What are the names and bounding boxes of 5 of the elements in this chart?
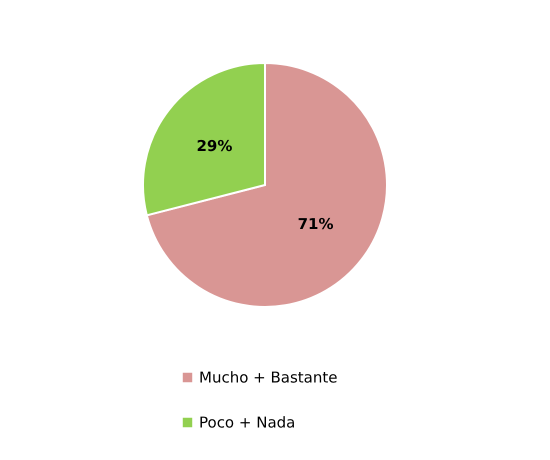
legend-label: Mucho + Bastante	[199, 368, 338, 386]
data-label: 71%	[298, 215, 334, 234]
pie-slice	[146, 62, 388, 308]
legend-label: Poco + Nada	[199, 414, 296, 432]
data-label: 29%	[196, 136, 232, 155]
